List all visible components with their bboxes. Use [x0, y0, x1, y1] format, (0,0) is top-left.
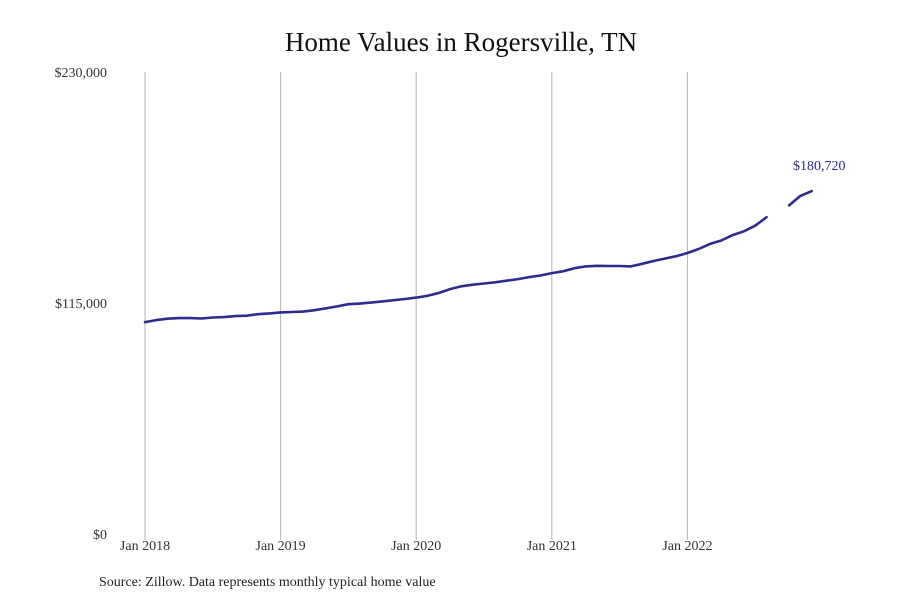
x-tick-label: Jan 2022 [662, 539, 712, 554]
end-value-label: $180,720 [793, 159, 846, 174]
y-axis: $0 $115,000 $230,000 [55, 66, 108, 543]
x-axis: Jan 2018 Jan 2019 Jan 2020 Jan 2021 Jan 2022 [120, 539, 713, 554]
series-line-segment-2 [787, 189, 813, 207]
x-tick-label: Jan 2018 [120, 539, 170, 554]
y-tick-label: $115,000 [55, 297, 107, 312]
chart-title: Home Values in Rogersville, TN [285, 27, 637, 57]
source-note: Source: Zillow. Data represents monthly … [99, 575, 436, 590]
x-tick-label: Jan 2019 [256, 539, 306, 554]
grid-lines [144, 72, 688, 540]
x-tick-label: Jan 2021 [527, 539, 577, 554]
x-tick-label: Jan 2020 [391, 539, 441, 554]
y-tick-label: $230,000 [55, 66, 108, 81]
series-home-value [143, 189, 813, 324]
y-tick-label: $0 [93, 528, 107, 543]
series-line-segment-1 [143, 215, 768, 324]
